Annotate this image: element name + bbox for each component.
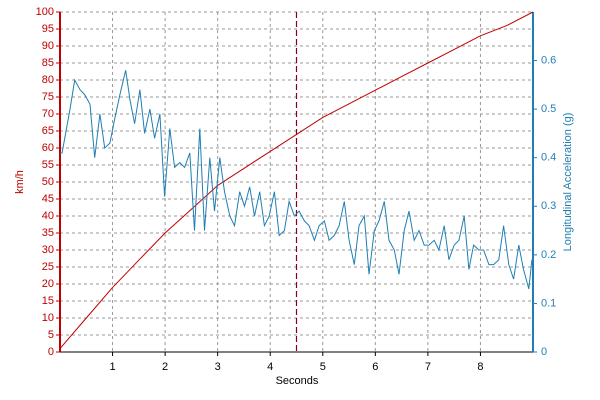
y-tick-label: 60 [42, 142, 54, 154]
y-tick-label: 25 [42, 261, 54, 273]
y-tick-label: 100 [36, 6, 54, 18]
y-tick-label: 65 [42, 125, 54, 137]
y-tick-label: 20 [42, 278, 54, 290]
y-tick-label: 95 [42, 23, 54, 35]
y2-tick-label: 0.4 [541, 152, 556, 164]
x-tick-label: 3 [215, 361, 221, 373]
y-tick-label: 30 [42, 244, 54, 256]
x-tick-label: 4 [267, 361, 273, 373]
y2-tick-label: 0.3 [541, 200, 556, 212]
data-line [60, 70, 533, 290]
y2-tick-label: 0.6 [541, 54, 556, 66]
x-axis-label: Seconds [276, 375, 319, 387]
x-tick-label: 7 [425, 361, 431, 373]
y2-tick-label: 0.1 [541, 297, 556, 309]
y-tick-label: 90 [42, 40, 54, 52]
y-tick-label: 50 [42, 176, 54, 188]
y-tick-label: 55 [42, 159, 54, 171]
y-tick-label: 15 [42, 295, 54, 307]
y-tick-label: 70 [42, 108, 54, 120]
y-tick-label: 80 [42, 74, 54, 86]
y-tick-label: 35 [42, 227, 54, 239]
y2-axis-label: Longitudinal Acceleration (g) [562, 113, 574, 252]
y-tick-label: 0 [48, 346, 54, 358]
x-tick-label: 1 [109, 361, 115, 373]
y-tick-label: 75 [42, 91, 54, 103]
y2-tick-label: 0.2 [541, 249, 556, 261]
x-tick-label: 2 [162, 361, 168, 373]
x-tick-label: 6 [372, 361, 378, 373]
data-line [59, 11, 534, 349]
y2-tick-label: 0 [541, 346, 547, 358]
y-tick-label: 45 [42, 193, 54, 205]
y2-tick-label: 0.5 [541, 103, 556, 115]
y-tick-label: 5 [48, 329, 54, 341]
x-tick-label: 8 [477, 361, 483, 373]
y-tick-label: 10 [42, 312, 54, 324]
y-axis-label: km/h [14, 170, 26, 194]
y-tick-label: 85 [42, 57, 54, 69]
y-tick-label: 40 [42, 210, 54, 222]
x-tick-label: 5 [320, 361, 326, 373]
